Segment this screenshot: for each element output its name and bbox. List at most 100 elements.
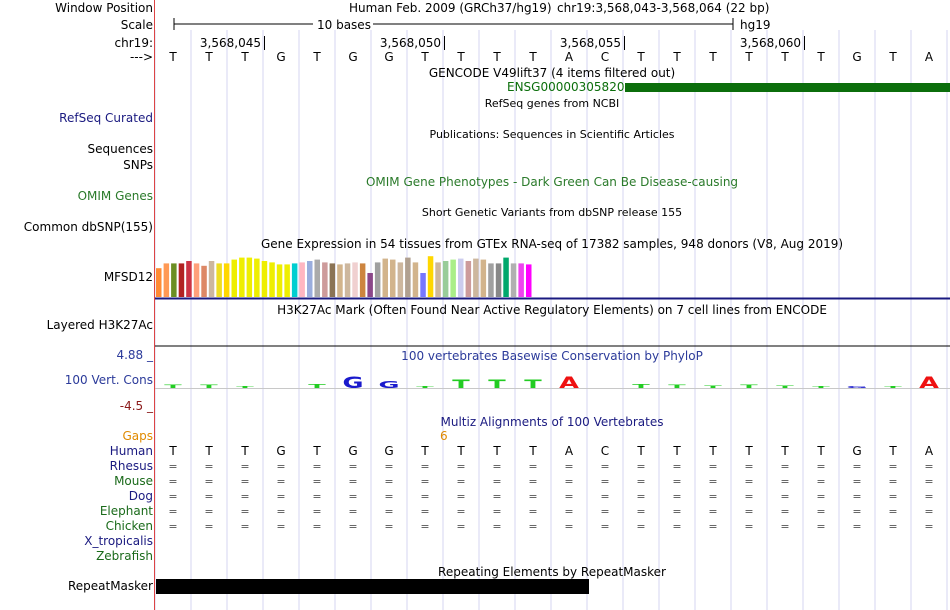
alignment-match: = bbox=[384, 475, 394, 488]
alignment-match: = bbox=[348, 505, 358, 518]
alignment-match: = bbox=[240, 475, 250, 488]
gencode-gene-bar[interactable] bbox=[625, 83, 950, 92]
alignment-base: C bbox=[600, 444, 610, 458]
alignment-match: = bbox=[240, 490, 250, 503]
species-label-x-tropicalis[interactable]: X_tropicalis bbox=[84, 534, 153, 548]
alignment-match: = bbox=[384, 460, 394, 473]
phylop-letter: T bbox=[416, 386, 434, 389]
alignment-match: = bbox=[564, 505, 574, 518]
position-text[interactable]: chr19:3,568,043-3,568,064 (22 bp) bbox=[557, 1, 770, 15]
sequence-base: T bbox=[781, 50, 789, 64]
gtex-tissue-bar bbox=[171, 263, 177, 297]
h3k27ac-label[interactable]: Layered H3K27Ac bbox=[46, 318, 153, 332]
phylop-letter: T bbox=[308, 384, 326, 389]
scale-db: hg19 bbox=[740, 18, 771, 32]
phylop-letter: T bbox=[776, 385, 794, 389]
sequence-base: T bbox=[421, 50, 429, 64]
alignment-match: = bbox=[924, 490, 934, 503]
gtex-tissue-bar bbox=[314, 259, 320, 297]
alignment-match: = bbox=[564, 520, 574, 533]
alignment-match: = bbox=[744, 460, 754, 473]
gtex-tissue-bar bbox=[495, 263, 502, 297]
gaps-label[interactable]: Gaps bbox=[122, 429, 153, 443]
alignment-base: G bbox=[276, 444, 286, 458]
gtex-tissue-bar bbox=[435, 262, 441, 297]
phylop-label[interactable]: 100 Vert. Cons bbox=[64, 373, 153, 387]
gtex-tissue-bar bbox=[412, 262, 419, 297]
snps-label[interactable]: SNPs bbox=[123, 158, 153, 172]
phylop-letter: G bbox=[846, 386, 867, 389]
alignment-match: = bbox=[312, 490, 322, 503]
alignment-base: T bbox=[673, 444, 681, 458]
scale-label: Scale bbox=[120, 18, 153, 32]
species-label-human[interactable]: Human bbox=[109, 444, 153, 458]
alignment-base: T bbox=[313, 444, 321, 458]
sequence-base: C bbox=[600, 50, 610, 64]
alignment-match: = bbox=[888, 475, 898, 488]
dbsnp-label[interactable]: Common dbSNP(155) bbox=[23, 220, 153, 234]
phylop-letter: T bbox=[632, 384, 650, 389]
species-label-zebrafish[interactable]: Zebrafish bbox=[96, 549, 153, 563]
alignment-match: = bbox=[420, 505, 430, 518]
omim-label[interactable]: OMIM Genes bbox=[77, 189, 153, 203]
sequence-base: T bbox=[241, 50, 249, 64]
species-label-rhesus[interactable]: Rhesus bbox=[109, 459, 153, 473]
gtex-tissue-bar bbox=[216, 263, 222, 297]
alignment-match: = bbox=[708, 505, 718, 518]
gtex-gene-label[interactable]: MFSD12 bbox=[103, 270, 153, 284]
alignment-match: = bbox=[636, 520, 646, 533]
species-label-dog[interactable]: Dog bbox=[128, 489, 153, 503]
alignment-match: = bbox=[600, 460, 610, 473]
alignment-match: = bbox=[168, 460, 178, 473]
sequence-base: T bbox=[313, 50, 321, 64]
alignment-match: = bbox=[528, 490, 538, 503]
alignment-match: = bbox=[780, 520, 790, 533]
repeatmasker-label[interactable]: RepeatMasker bbox=[67, 579, 153, 593]
strand-label: ---> bbox=[129, 50, 153, 64]
sequence-base: T bbox=[205, 50, 213, 64]
alignment-match: = bbox=[312, 505, 322, 518]
phylop-letter: T bbox=[488, 378, 506, 391]
species-label-chicken[interactable]: Chicken bbox=[105, 519, 153, 533]
alignment-match: = bbox=[528, 475, 538, 488]
alignment-match: = bbox=[816, 520, 826, 533]
phylop-letter: T bbox=[740, 385, 758, 390]
alignment-match: = bbox=[924, 460, 934, 473]
alignment-match: = bbox=[564, 475, 574, 488]
species-label-mouse[interactable]: Mouse bbox=[114, 474, 153, 488]
refseq-label[interactable]: RefSeq Curated bbox=[59, 111, 153, 125]
gtex-tissue-bar bbox=[307, 261, 313, 297]
alignment-match: = bbox=[204, 460, 214, 473]
alignment-match: = bbox=[816, 505, 826, 518]
gtex-tissue-bar bbox=[156, 268, 162, 297]
gencode-gene-label[interactable]: ENSG00000305820 bbox=[507, 80, 625, 94]
gtex-tissue-bar bbox=[201, 265, 207, 297]
gtex-tissue-bar bbox=[223, 263, 230, 297]
phylop-min-label: -4.5 _ bbox=[119, 399, 153, 413]
alignment-match: = bbox=[168, 490, 178, 503]
alignment-match: = bbox=[312, 460, 322, 473]
gtex-tissue-bar bbox=[390, 259, 396, 297]
alignment-match: = bbox=[312, 520, 322, 533]
sequences-label[interactable]: Sequences bbox=[87, 142, 153, 156]
gtex-tissue-bar bbox=[442, 261, 449, 297]
sequence-base: G bbox=[384, 50, 394, 64]
alignment-match: = bbox=[492, 505, 502, 518]
gtex-tissue-bar bbox=[269, 262, 275, 297]
species-label-elephant[interactable]: Elephant bbox=[99, 504, 153, 518]
alignment-match: = bbox=[708, 520, 718, 533]
repeatmasker-element[interactable] bbox=[156, 579, 589, 594]
gtex-tissue-bar bbox=[405, 257, 411, 297]
gtex-tissue-bar bbox=[510, 263, 517, 297]
phylop-letter: T bbox=[884, 386, 902, 389]
alignment-match: = bbox=[852, 490, 862, 503]
alignment-base: T bbox=[421, 444, 429, 458]
alignment-match: = bbox=[888, 505, 898, 518]
alignment-base: G bbox=[348, 444, 358, 458]
alignment-match: = bbox=[492, 460, 502, 473]
gtex-tissue-bar bbox=[503, 257, 509, 297]
alignment-match: = bbox=[780, 490, 790, 503]
sequence-base: T bbox=[673, 50, 681, 64]
